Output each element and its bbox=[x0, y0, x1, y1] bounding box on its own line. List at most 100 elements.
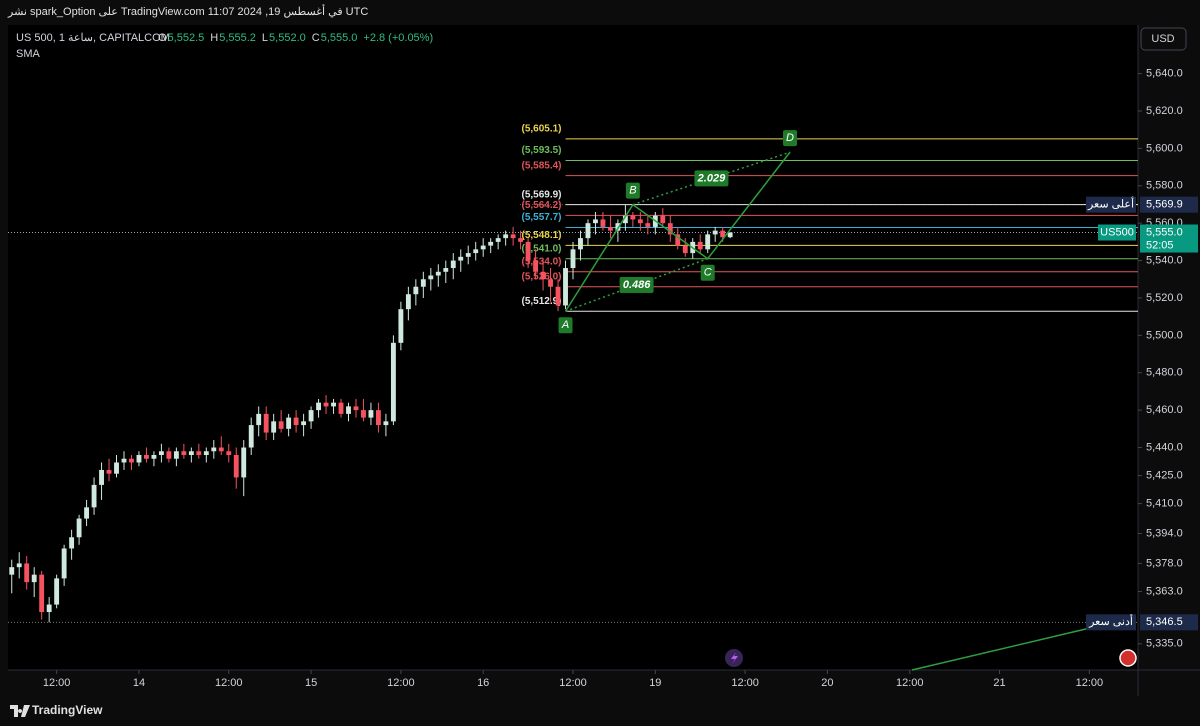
x-tick-label: 15 bbox=[305, 677, 317, 689]
marker-value: 5,569.9 bbox=[1146, 199, 1183, 211]
candle-body bbox=[121, 458, 127, 463]
candle-body bbox=[54, 578, 60, 605]
y-tick-label: 5,580.0 bbox=[1146, 180, 1183, 192]
candle-body bbox=[338, 402, 344, 414]
candle-body bbox=[368, 410, 374, 418]
candle-body bbox=[450, 260, 456, 269]
point-box bbox=[700, 264, 715, 281]
y-tick-label: 5,520.0 bbox=[1146, 292, 1183, 304]
symbol: US 500, ساعة 1, CAPITALCOM bbox=[16, 32, 170, 44]
candle-body bbox=[525, 241, 531, 261]
candle-body bbox=[503, 234, 509, 239]
point-box bbox=[783, 130, 798, 147]
candle-body bbox=[660, 215, 666, 224]
level-label: (5,534.0) bbox=[521, 256, 561, 267]
y-tick-label: 5,394.0 bbox=[1146, 527, 1183, 539]
candle-body bbox=[398, 309, 404, 343]
candle-body bbox=[129, 458, 134, 463]
publish-line: نشر spark_Option على TradingView.com في … bbox=[7, 4, 368, 18]
y-tick-label: 5,440.0 bbox=[1146, 441, 1183, 453]
level-label: (5,548.1) bbox=[521, 230, 561, 241]
candle-body bbox=[578, 238, 583, 250]
candle-body bbox=[600, 219, 606, 227]
candle-body bbox=[375, 410, 381, 426]
x-tick-label: 12:00 bbox=[896, 677, 924, 689]
ohlc-value: 5,552.0 bbox=[269, 32, 306, 44]
candle-body bbox=[630, 215, 636, 220]
pattern-leg bbox=[632, 204, 709, 260]
candle-body bbox=[488, 241, 494, 246]
ohlc-label: C bbox=[312, 32, 320, 44]
point-box bbox=[625, 182, 640, 199]
candle-body bbox=[533, 260, 539, 272]
candle-body bbox=[353, 406, 359, 411]
candle-body bbox=[173, 451, 179, 459]
point-label: A bbox=[561, 319, 569, 331]
flag-icon[interactable] bbox=[1119, 649, 1137, 667]
candle-body bbox=[144, 455, 149, 459]
y-tick-label: 5,425.0 bbox=[1146, 469, 1183, 481]
ratio-label: 0.486 bbox=[623, 279, 651, 291]
footer bbox=[0, 696, 1200, 726]
pattern-leg bbox=[564, 204, 634, 312]
currency[interactable]: USD bbox=[1151, 33, 1174, 45]
logo bbox=[10, 705, 30, 717]
x-tick-label: 12:00 bbox=[1076, 677, 1104, 689]
candle-body bbox=[555, 286, 561, 306]
candle-body bbox=[323, 402, 329, 407]
candle-body bbox=[495, 238, 501, 242]
candle-body bbox=[361, 410, 366, 418]
currency-button[interactable] bbox=[1140, 27, 1187, 51]
marker-value: 5,346.5 bbox=[1146, 616, 1183, 628]
candle-body bbox=[667, 223, 673, 235]
candle-body bbox=[420, 279, 426, 287]
candle-body bbox=[413, 286, 419, 295]
y-tick-label: 5,460.0 bbox=[1146, 404, 1183, 416]
candle-body bbox=[286, 417, 292, 429]
point-label: C bbox=[704, 267, 712, 279]
marker-label: أدنى سعر bbox=[1088, 614, 1133, 628]
marker-value-box bbox=[1140, 614, 1198, 631]
marker-label-box bbox=[1086, 614, 1136, 631]
candle-body bbox=[263, 413, 269, 433]
ratio-label: 2.029 bbox=[697, 172, 726, 184]
level-label: (5,557.7) bbox=[521, 212, 561, 223]
level-label: (5,605.1) bbox=[521, 123, 561, 134]
ohlc-label: O bbox=[158, 32, 167, 44]
level-label: (5,569.9) bbox=[521, 189, 561, 200]
candle-body bbox=[158, 451, 164, 455]
candle-body bbox=[226, 451, 232, 455]
candle-body bbox=[458, 256, 464, 261]
candle-body bbox=[645, 223, 651, 227]
candle-body bbox=[705, 234, 711, 250]
marker-label: أعلى سعر bbox=[1087, 197, 1134, 211]
candle-body bbox=[256, 413, 262, 426]
candle-body bbox=[24, 563, 30, 583]
x-tick-label: 21 bbox=[993, 677, 1005, 689]
y-tick-label: 5,540.0 bbox=[1146, 254, 1183, 266]
y-tick-label: 5,500.0 bbox=[1146, 329, 1183, 341]
candle-body bbox=[316, 402, 321, 411]
candle-body bbox=[622, 215, 628, 224]
ohlc-label: H bbox=[210, 32, 218, 44]
candle-body bbox=[548, 279, 553, 287]
candle-body bbox=[390, 342, 396, 422]
candle-body bbox=[39, 574, 45, 613]
ohlc-value: 5,555.0 bbox=[321, 32, 358, 44]
point-label: D bbox=[786, 132, 794, 144]
candle-body bbox=[473, 249, 479, 254]
ohlc-legend: O 5,552.5 H 5,555.2 L 5,552.0 C 5,555.0 +2.8 (+0… bbox=[158, 32, 433, 44]
candle-body bbox=[593, 219, 598, 224]
lightning bbox=[731, 652, 738, 664]
x-tick-label: 12:00 bbox=[215, 677, 243, 689]
level-label: (5,541.0) bbox=[521, 243, 561, 254]
y-tick-label: 5,378.0 bbox=[1146, 557, 1183, 569]
candle-body bbox=[435, 271, 441, 276]
candle-body bbox=[31, 574, 37, 583]
x-tick-label: 16 bbox=[477, 677, 489, 689]
candle-body bbox=[76, 518, 82, 538]
candle-body bbox=[233, 455, 239, 478]
marker-value: 5,555.0 bbox=[1146, 226, 1183, 238]
